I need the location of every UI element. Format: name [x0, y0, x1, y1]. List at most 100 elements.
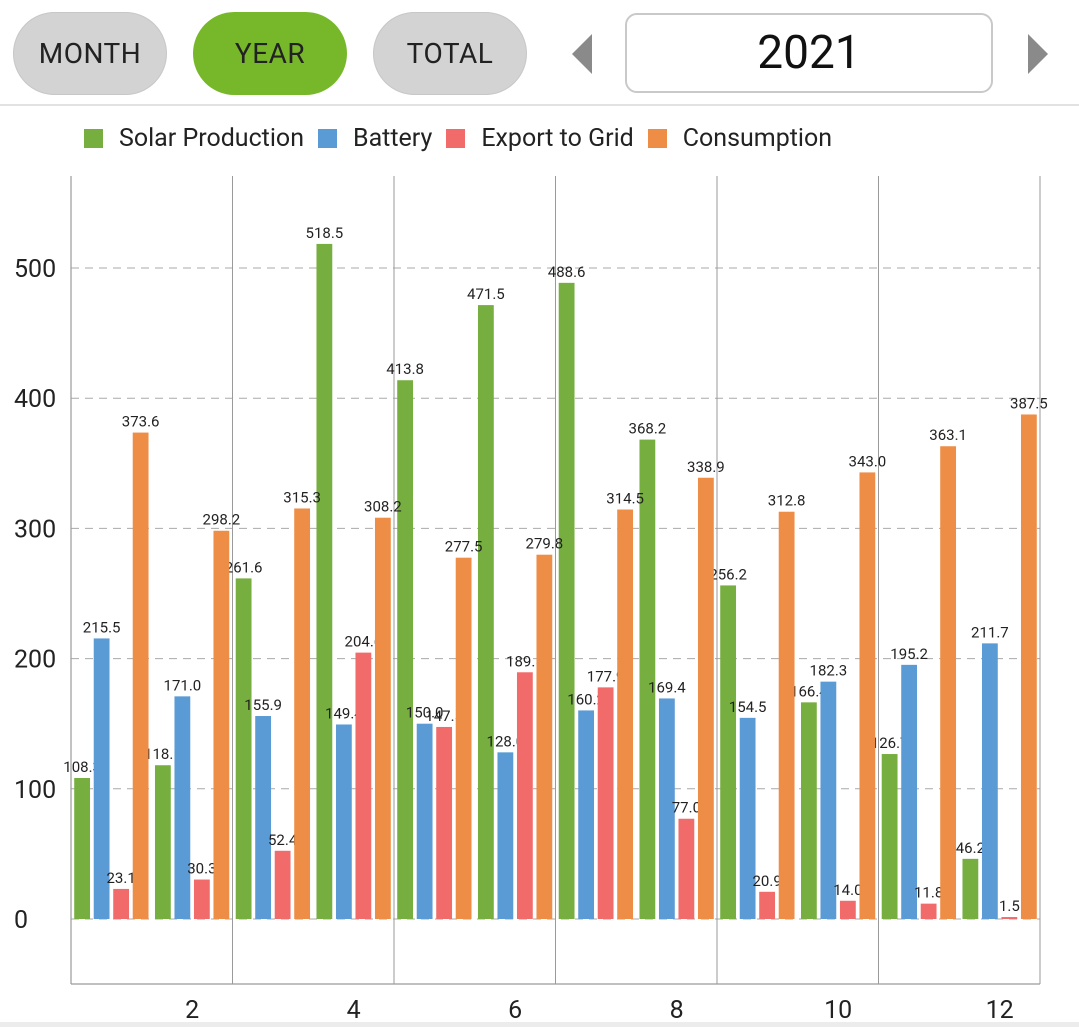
bar-export-to-grid — [113, 888, 130, 919]
bar-value-label: 108.3 — [63, 758, 101, 776]
bar-battery — [335, 724, 352, 919]
bar-value-label: 368.2 — [629, 420, 667, 438]
bar-value-label: 215.5 — [83, 618, 121, 636]
bar-value-label: 363.1 — [929, 426, 967, 444]
bar-export-to-grid — [193, 879, 210, 919]
legend-item: Solar Production — [84, 124, 304, 153]
bottom-edge — [0, 1022, 1079, 1027]
y-tick-label: 0 — [14, 906, 28, 935]
y-tick-label: 200 — [14, 646, 56, 675]
y-tick-label: 100 — [14, 776, 56, 805]
bar-value-label: 171.0 — [164, 676, 202, 694]
bar-consumption — [132, 432, 149, 919]
bar-battery — [981, 643, 998, 919]
bar-battery — [658, 698, 675, 919]
bar-solar-production — [800, 702, 817, 919]
legend-label: Solar Production — [119, 123, 304, 153]
bar-battery — [901, 664, 918, 919]
bar-value-label: 211.7 — [971, 623, 1009, 641]
triangle-right-icon[interactable] — [1028, 34, 1048, 74]
legend-swatch — [647, 128, 667, 148]
bar-solar-production — [397, 380, 414, 919]
bar-value-label: 338.9 — [687, 458, 725, 476]
bar-value-label: 155.9 — [244, 696, 282, 714]
bar-solar-production — [881, 754, 898, 919]
bar-consumption — [213, 530, 230, 919]
legend-item: Consumption — [647, 123, 833, 153]
bar-battery — [497, 752, 514, 919]
bar-value-label: 373.6 — [122, 413, 160, 431]
chart-legend: Solar Production Battery Export to Grid Con… — [84, 118, 846, 158]
y-tick-label: 300 — [14, 515, 56, 544]
bar-value-label: 128.0 — [487, 732, 525, 750]
bar-battery — [578, 710, 595, 919]
toolbar-divider — [0, 104, 1079, 106]
bar-value-label: 189.5 — [506, 652, 544, 670]
bar-solar-production — [154, 765, 171, 919]
bar-value-label: 126.7 — [871, 734, 909, 752]
bar-export-to-grid — [516, 672, 533, 919]
bar-value-label: 77.0 — [672, 799, 701, 817]
year-tab-button[interactable]: YEAR — [193, 12, 347, 95]
bar-value-label: 279.8 — [526, 535, 564, 553]
year-selector-display[interactable]: 2021 — [625, 13, 993, 93]
bar-value-label: 308.2 — [364, 498, 402, 516]
x-tick-label: 4 — [347, 996, 361, 1025]
bar-battery — [255, 716, 272, 919]
bar-value-label: 1.5 — [999, 897, 1020, 915]
bar-value-label: 261.6 — [225, 558, 263, 576]
bar-value-label: 20.9 — [753, 872, 782, 890]
bar-battery — [739, 717, 756, 919]
x-tick-label: 12 — [986, 996, 1014, 1025]
bar-value-label: 518.5 — [306, 224, 344, 242]
bar-value-label: 343.0 — [849, 452, 887, 470]
bar-export-to-grid — [355, 652, 372, 919]
bar-consumption — [697, 477, 714, 919]
bar-export-to-grid — [274, 850, 291, 919]
x-tick-label: 8 — [670, 996, 684, 1025]
bar-consumption — [859, 472, 876, 919]
bar-value-label: 52.4 — [268, 831, 298, 849]
bar-value-label: 314.5 — [606, 490, 644, 508]
bar-solar-production — [962, 858, 979, 919]
bar-value-label: 256.2 — [709, 565, 747, 583]
bar-value-label: 166.4 — [790, 682, 828, 700]
month-tab-button[interactable]: MONTH — [13, 12, 167, 95]
bar-export-to-grid — [839, 900, 856, 919]
bar-battery — [820, 681, 837, 919]
bar-value-label: 118.1 — [144, 745, 182, 763]
legend-swatch — [84, 128, 103, 148]
bar-export-to-grid — [436, 726, 453, 919]
bar-export-to-grid — [678, 818, 695, 919]
bar-value-label: 150.0 — [406, 704, 444, 722]
legend-label: Consumption — [682, 123, 833, 153]
legend-label: Battery — [353, 123, 433, 153]
bar-battery — [416, 723, 433, 919]
bar-value-label: 160.2 — [567, 690, 605, 708]
bar-value-label: 298.2 — [203, 511, 241, 529]
bar-export-to-grid — [597, 687, 614, 919]
bar-value-label: 413.8 — [386, 360, 424, 378]
x-tick-label: 2 — [185, 996, 199, 1025]
bar-battery — [174, 696, 191, 919]
bar-value-label: 204.6 — [345, 633, 383, 651]
bar-value-label: 312.8 — [768, 492, 806, 510]
bar-consumption — [455, 557, 472, 919]
bar-solar-production — [558, 282, 575, 920]
bar-value-label: 177.9 — [587, 667, 625, 685]
bar-value-label: 195.2 — [890, 645, 928, 663]
bar-value-label: 182.3 — [810, 662, 848, 680]
bar-consumption — [617, 509, 634, 919]
bar-consumption — [536, 554, 553, 919]
bar-value-label: 169.4 — [648, 678, 686, 696]
total-tab-button[interactable]: TOTAL — [373, 12, 527, 95]
triangle-left-icon[interactable] — [572, 34, 592, 74]
bar-solar-production — [74, 777, 91, 919]
bar-value-label: 488.6 — [548, 263, 586, 281]
bar-value-label: 154.5 — [729, 698, 767, 716]
bar-solar-production — [316, 243, 333, 920]
legend-swatch — [318, 128, 337, 148]
bar-solar-production — [720, 585, 737, 919]
y-tick-label: 400 — [14, 385, 56, 414]
